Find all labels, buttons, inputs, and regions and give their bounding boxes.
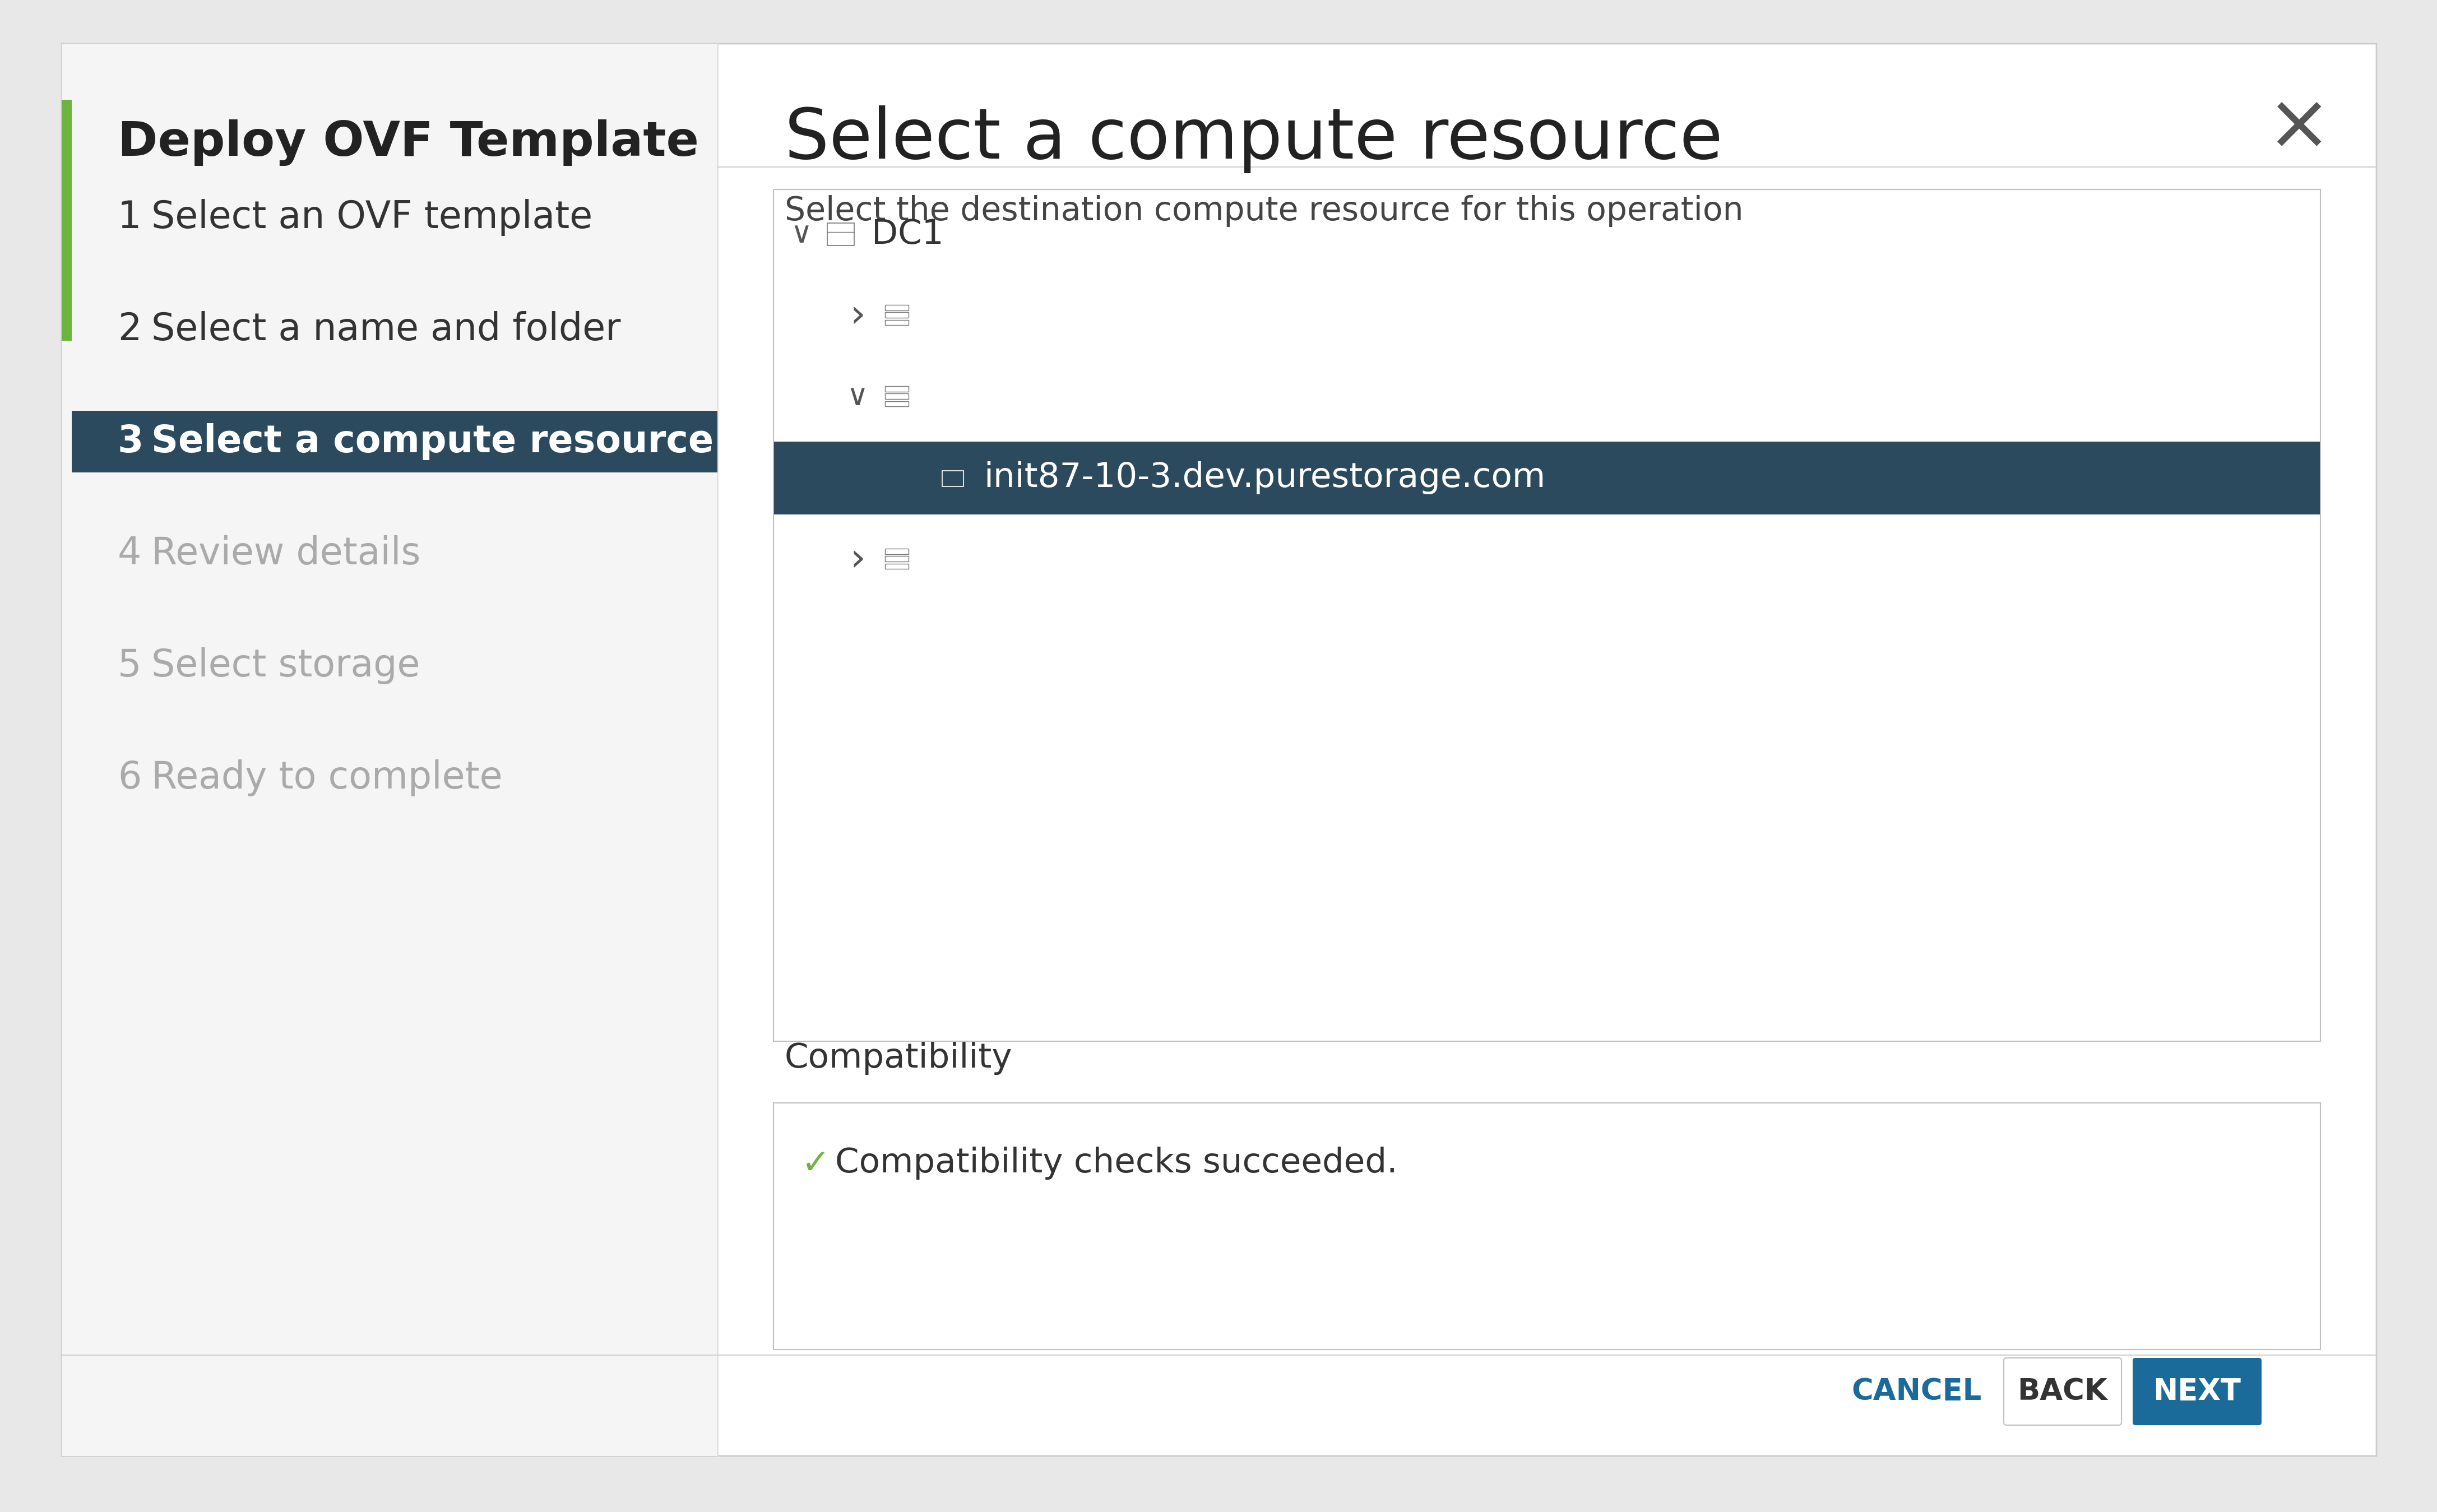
FancyBboxPatch shape	[773, 189, 2320, 1042]
Bar	[775, 442, 2320, 514]
Text: Select a name and folder: Select a name and folder	[151, 311, 621, 348]
Text: 4: 4	[117, 535, 141, 572]
Bar	[71, 411, 716, 472]
Bar	[885, 305, 909, 310]
Text: Select an OVF template: Select an OVF template	[151, 200, 592, 236]
Bar	[943, 470, 963, 487]
Text: ×: ×	[2266, 89, 2332, 165]
Text: Select a compute resource: Select a compute resource	[785, 106, 1723, 174]
Text: 3: 3	[117, 423, 144, 460]
Text: 5: 5	[117, 647, 141, 685]
Text: Deploy OVF Template: Deploy OVF Template	[117, 119, 699, 166]
Text: NEXT: NEXT	[2154, 1377, 2242, 1406]
Text: 1: 1	[117, 200, 141, 236]
Bar	[61, 44, 716, 1456]
Text: ∨: ∨	[846, 383, 868, 411]
Text: 6: 6	[117, 759, 141, 797]
Bar	[885, 556, 909, 561]
Text: ✓: ✓	[802, 1148, 831, 1181]
Bar	[885, 549, 909, 553]
Text: Compatibility: Compatibility	[785, 1042, 1011, 1075]
Bar	[885, 393, 909, 399]
Text: Ready to complete: Ready to complete	[151, 759, 502, 797]
Text: 2: 2	[117, 311, 141, 348]
FancyBboxPatch shape	[2003, 1358, 2123, 1426]
Bar	[885, 386, 909, 392]
Text: ∨: ∨	[790, 219, 812, 249]
Text: ›: ›	[851, 296, 865, 334]
FancyBboxPatch shape	[2132, 1358, 2262, 1426]
Bar	[885, 401, 909, 407]
Bar	[885, 313, 909, 318]
Bar	[885, 564, 909, 569]
Text: BACK: BACK	[2018, 1377, 2108, 1406]
Text: DC1: DC1	[872, 218, 943, 251]
Text: ›: ›	[851, 540, 865, 578]
FancyBboxPatch shape	[773, 1102, 2320, 1350]
Text: init87-10-3.dev.purestorage.com: init87-10-3.dev.purestorage.com	[985, 461, 1545, 494]
Text: Select a compute resource: Select a compute resource	[151, 423, 714, 460]
Bar	[885, 319, 909, 325]
Bar	[61, 100, 71, 340]
FancyBboxPatch shape	[61, 44, 2376, 1456]
Text: Review details: Review details	[151, 535, 422, 572]
Text: CANCEL: CANCEL	[1852, 1377, 1981, 1406]
Text: Compatibility checks succeeded.: Compatibility checks succeeded.	[836, 1146, 1396, 1179]
Text: Select the destination compute resource for this operation: Select the destination compute resource …	[785, 195, 1742, 227]
Bar	[826, 224, 855, 245]
Text: Select storage: Select storage	[151, 647, 419, 685]
